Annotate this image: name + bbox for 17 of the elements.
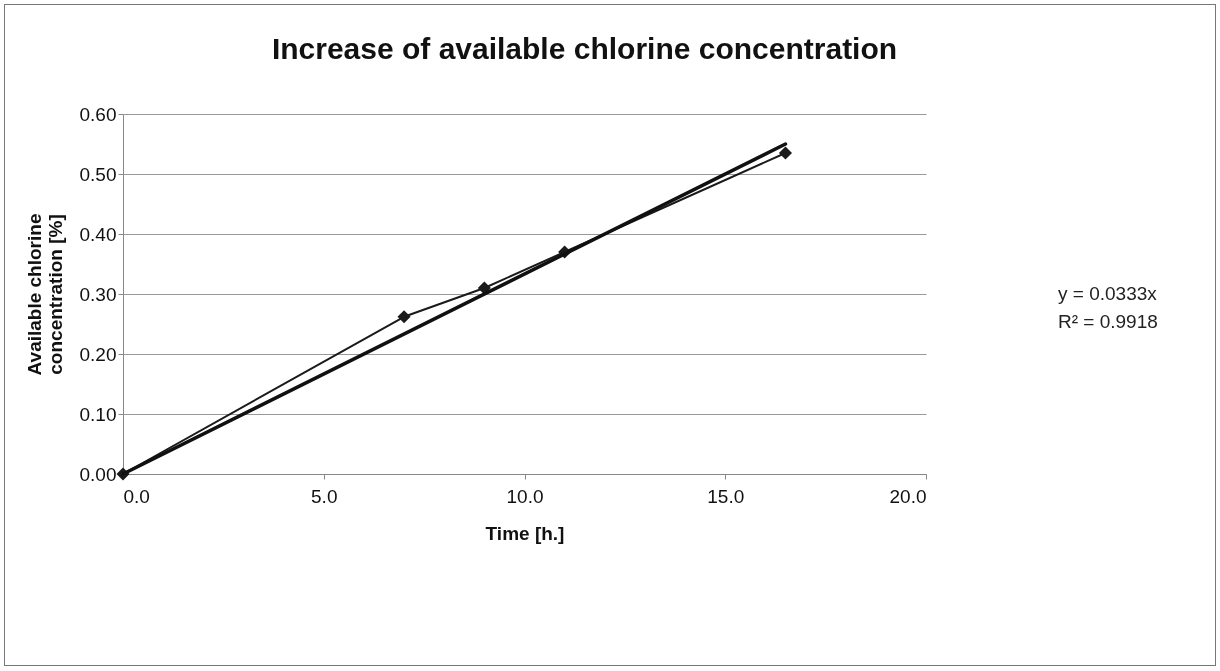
x-tick-label: 5.0 [311,485,338,507]
y-tick-label: 0.60 [79,103,117,125]
x-axis-title: Time [h.] [485,522,565,544]
y-tick-label: 0.40 [79,223,117,245]
text: y = 0.0333x [1058,282,1158,306]
text: R² = 0.9918 [1058,310,1158,334]
chart-title: Increase of available chlorine concentration [271,32,898,65]
x-tick-label: 15.0 [707,485,745,507]
y-axis-title: Available chlorine concentration [%] [23,213,66,376]
y-tick-label: 0.50 [79,163,117,185]
x-tick-label: 0.0 [123,485,150,507]
y-tick-label: 0.00 [79,463,117,485]
x-tick-label: 10.0 [506,485,544,507]
y-tick-label: 0.30 [79,283,117,305]
y-tick-label: 0.20 [79,343,117,365]
y-tick-label: 0.10 [79,403,117,425]
x-tick-label: 20.0 [889,485,927,507]
